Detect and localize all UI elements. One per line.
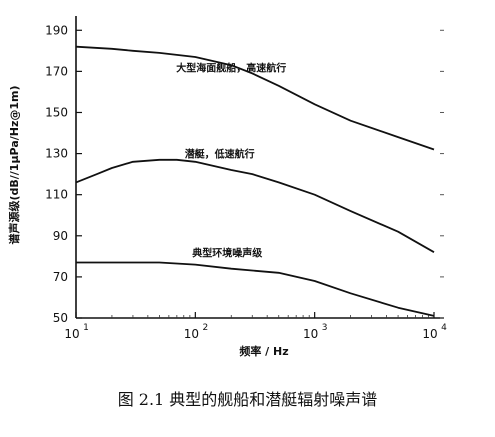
x-tick-exponent: 3 xyxy=(322,323,328,333)
series-lines xyxy=(75,45,435,317)
series-line-2 xyxy=(75,158,435,253)
axes xyxy=(75,16,444,319)
x-tick-exponent: 2 xyxy=(202,323,208,333)
y-axis-label: 谱声源级(dB//1μPa/Hz@1m) xyxy=(7,85,21,244)
x-tick-exponent: 1 xyxy=(83,323,89,333)
y-tick-label: 150 xyxy=(45,105,68,119)
y-tick-label: 90 xyxy=(53,229,68,243)
x-tick-label: 10 xyxy=(64,327,79,341)
series-label-1: 大型海面舰船，高速航行 xyxy=(176,61,286,74)
x-tick-label: 10 xyxy=(422,327,437,341)
series-label-2: 潜艇，低速航行 xyxy=(185,148,255,161)
series-line-1 xyxy=(75,45,435,151)
y-tick-label: 110 xyxy=(45,188,68,202)
series-label-3: 典型环境噪声级 xyxy=(192,246,263,259)
x-tick-label: 10 xyxy=(184,327,199,341)
figure-caption: 图 2.1 典型的舰船和潜艇辐射噪声谱 xyxy=(117,390,378,409)
x-tick-label: 10 xyxy=(303,327,318,341)
x-axis-label: 频率 / Hz xyxy=(239,344,288,358)
y-tick-label: 130 xyxy=(45,147,68,161)
x-tick-exponent: 4 xyxy=(441,323,447,333)
y-tick-label: 190 xyxy=(45,23,68,37)
y-tick-label: 170 xyxy=(45,64,68,78)
y-tick-label: 50 xyxy=(53,311,68,325)
series-line-3 xyxy=(76,261,435,317)
y-tick-label: 70 xyxy=(53,270,68,284)
